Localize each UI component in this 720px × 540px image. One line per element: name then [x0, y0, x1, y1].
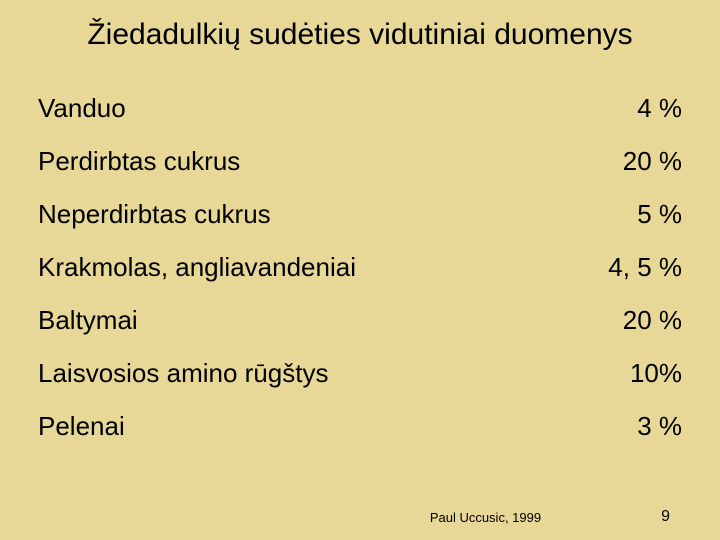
table-row: Krakmolas, angliavandeniai 4, 5 % — [38, 241, 682, 294]
row-value: 10% — [630, 358, 682, 389]
table-row: Perdirbtas cukrus 20 % — [38, 135, 682, 188]
source-citation: Paul Uccusic, 1999 — [430, 510, 541, 525]
row-label: Neperdirbtas cukrus — [38, 199, 271, 230]
row-label: Perdirbtas cukrus — [38, 146, 240, 177]
page-title: Žiedadulkių sudėties vidutiniai duomenys — [0, 0, 720, 62]
row-value: 5 % — [637, 199, 682, 230]
row-value: 4, 5 % — [608, 252, 682, 283]
row-label: Krakmolas, angliavandeniai — [38, 252, 356, 283]
row-value: 20 % — [623, 305, 682, 336]
row-value: 4 % — [637, 93, 682, 124]
row-label: Vanduo — [38, 93, 126, 124]
row-value: 20 % — [623, 146, 682, 177]
page-number: 9 — [661, 508, 670, 526]
row-label: Baltymai — [38, 305, 138, 336]
table-row: Laisvosios amino rūgštys 10% — [38, 347, 682, 400]
table-row: Neperdirbtas cukrus 5 % — [38, 188, 682, 241]
table-row: Vanduo 4 % — [38, 82, 682, 135]
table-row: Pelenai 3 % — [38, 400, 682, 453]
footer: Paul Uccusic, 1999 9 — [0, 508, 720, 526]
row-label: Pelenai — [38, 411, 125, 442]
table-row: Baltymai 20 % — [38, 294, 682, 347]
composition-table: Vanduo 4 % Perdirbtas cukrus 20 % Neperd… — [0, 62, 720, 453]
row-value: 3 % — [637, 411, 682, 442]
row-label: Laisvosios amino rūgštys — [38, 358, 328, 389]
